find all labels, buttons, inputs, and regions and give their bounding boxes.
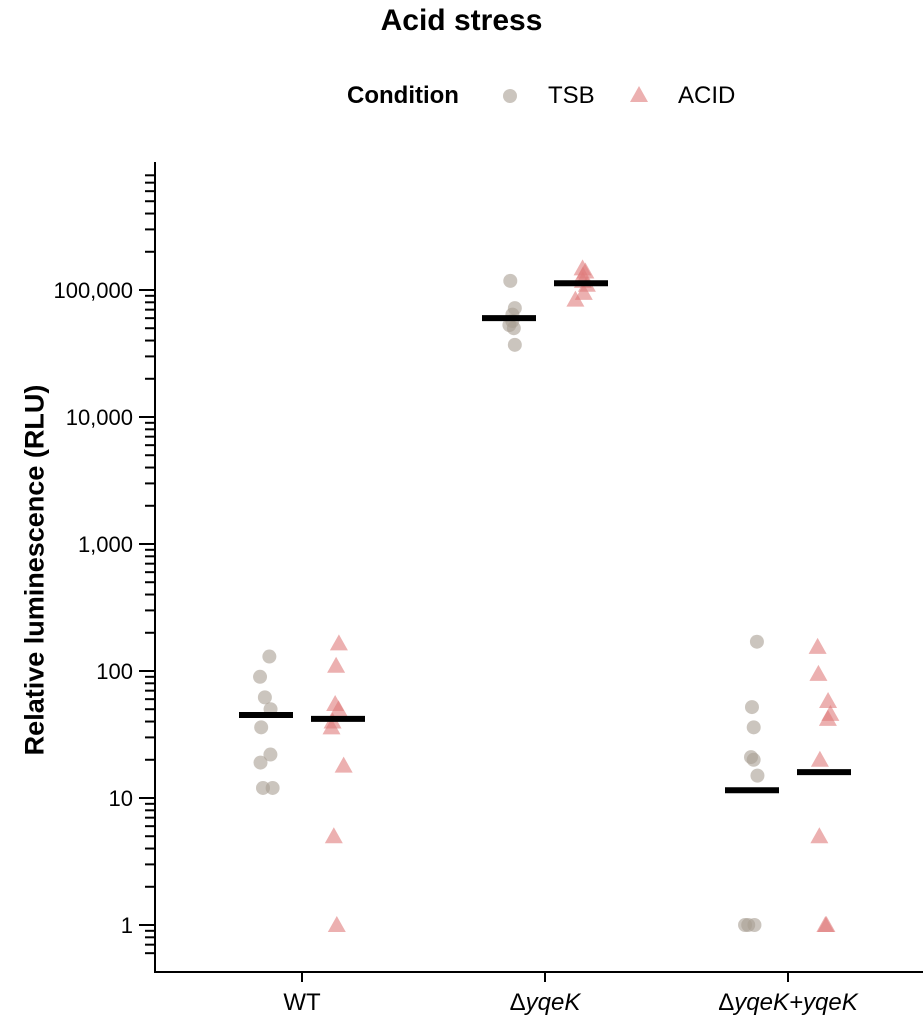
data-point-acid xyxy=(574,283,593,300)
data-point-tsb xyxy=(257,690,272,705)
data-point-acid xyxy=(322,718,341,735)
y-tick-label: 10,000 xyxy=(66,405,133,430)
data-point-acid xyxy=(329,634,348,651)
legend-title: Condition xyxy=(347,82,459,109)
data-point-tsb xyxy=(507,337,522,352)
chart-title: Acid stress xyxy=(380,4,543,37)
data-point-tsb xyxy=(503,273,518,288)
data-point-acid xyxy=(819,692,838,709)
data-point-tsb xyxy=(746,752,761,767)
data-point-tsb xyxy=(750,768,765,783)
y-tick-label: 10 xyxy=(109,786,133,811)
data-point-tsb xyxy=(254,720,269,735)
data-point-acid xyxy=(324,827,343,844)
x-tick-label: WT xyxy=(283,989,321,1016)
data-point-tsb xyxy=(253,755,268,770)
x-tick-label: ΔyqeK xyxy=(510,989,582,1016)
x-tick-label: ΔyqeK+yqeK xyxy=(718,989,858,1016)
legend-key-acid xyxy=(630,86,648,102)
legend: Condition TSB ACID xyxy=(0,78,923,114)
data-point-acid xyxy=(810,827,829,844)
data-point-acid xyxy=(327,916,346,932)
y-tick-label: 1 xyxy=(121,913,133,938)
data-point-acid xyxy=(817,916,836,932)
data-point-acid xyxy=(810,750,829,767)
data-point-tsb xyxy=(255,780,270,795)
data-point-tsb xyxy=(744,700,759,715)
data-point-acid xyxy=(327,656,346,673)
y-tick-label: 100 xyxy=(96,659,133,684)
data-point-tsb xyxy=(262,649,277,664)
y-tick-label: 1,000 xyxy=(78,532,133,557)
data-point-acid xyxy=(334,756,353,773)
data-point-tsb xyxy=(506,321,521,336)
data-point-tsb xyxy=(746,720,761,735)
data-point-acid xyxy=(818,709,837,726)
data-point-acid xyxy=(566,290,585,307)
data-point-tsb xyxy=(738,918,753,932)
data-point-acid xyxy=(808,637,827,654)
legend-key-tsb xyxy=(503,89,517,103)
data-point-tsb xyxy=(749,634,764,649)
data-point-tsb xyxy=(253,669,268,684)
legend-label-acid: ACID xyxy=(678,82,736,109)
y-tick-label: 100,000 xyxy=(53,278,133,303)
data-point-acid xyxy=(329,700,348,717)
data-point-tsb xyxy=(263,747,278,762)
data-point-tsb xyxy=(265,780,280,795)
data-point-acid xyxy=(809,664,828,681)
legend-label-tsb: TSB xyxy=(548,82,595,109)
